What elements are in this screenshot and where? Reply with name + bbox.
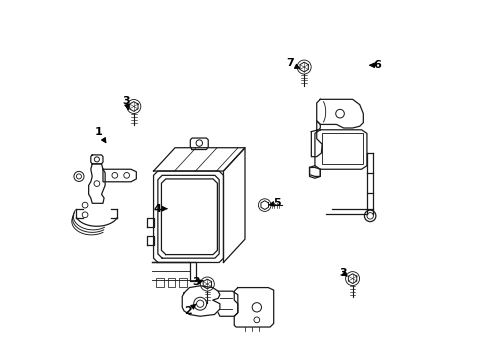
Text: 6: 6 [370, 60, 382, 70]
Text: 7: 7 [286, 58, 299, 68]
Bar [179, 278, 187, 287]
Text: 5: 5 [270, 198, 280, 208]
Bar [156, 278, 164, 287]
Text: 2: 2 [184, 304, 196, 316]
Text: 4: 4 [153, 204, 167, 214]
Bar [168, 278, 175, 287]
Text: 1: 1 [95, 127, 106, 143]
Text: 3: 3 [122, 96, 130, 109]
Text: 3: 3 [193, 277, 203, 287]
Text: 3: 3 [340, 268, 347, 278]
Bar [322, 134, 364, 164]
